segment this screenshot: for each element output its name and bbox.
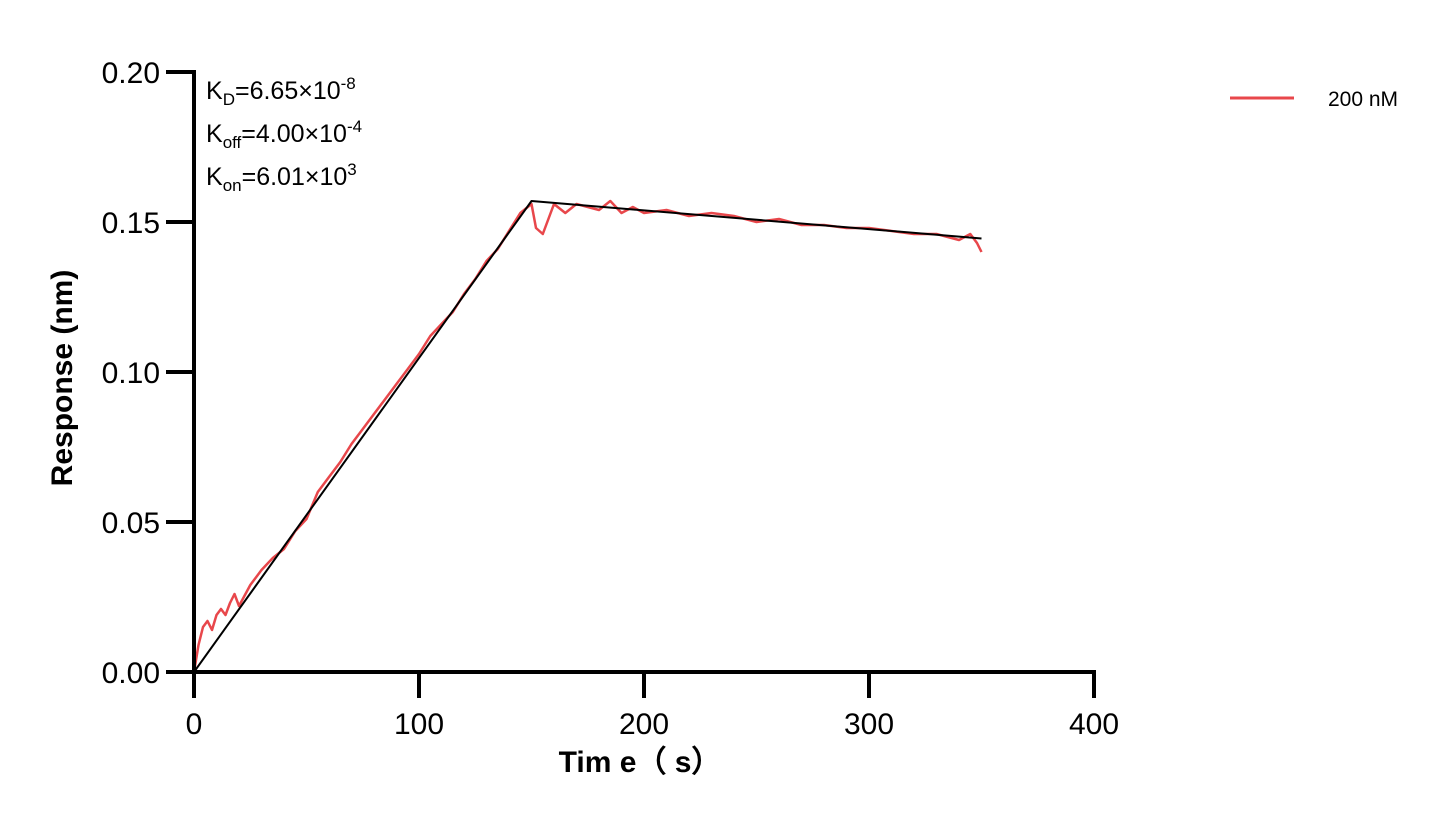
y-tick-label: 0.00: [102, 657, 160, 690]
fit-curve-line: [193, 200, 982, 673]
x-axis-title: Tim e（ s）: [559, 745, 722, 779]
kon-annotation: Kon=6.01×103: [206, 160, 357, 195]
plot-area: [192, 199, 983, 673]
x-tick-label: 100: [394, 708, 444, 741]
y-tick-label: 0.20: [102, 57, 160, 90]
series-200nm-line: [192, 199, 983, 673]
kd-annotation: KD=6.65×10-8: [206, 74, 356, 109]
y-tick-label: 0.10: [102, 357, 160, 390]
kinetic-annotations: KD=6.65×10-8 Koff=4.00×10-4 Kon=6.01×103: [206, 74, 362, 195]
x-tick-label: 400: [1069, 708, 1119, 741]
y-axis-title: Response (nm): [46, 270, 79, 487]
x-tick-label: 200: [619, 708, 669, 741]
x-axis-ticks: 0 100 200 300 400: [186, 672, 1119, 741]
y-tick-label: 0.05: [102, 507, 160, 540]
x-tick-label: 300: [844, 708, 894, 741]
legend-label: 200 nM: [1328, 88, 1398, 111]
y-tick-label: 0.15: [102, 207, 160, 240]
koff-annotation: Koff=4.00×10-4: [206, 117, 362, 152]
legend: 200 nM: [1230, 88, 1398, 111]
x-tick-label: 0: [186, 708, 203, 741]
y-axis-ticks: 0.00 0.05 0.10 0.15 0.20: [102, 57, 194, 690]
